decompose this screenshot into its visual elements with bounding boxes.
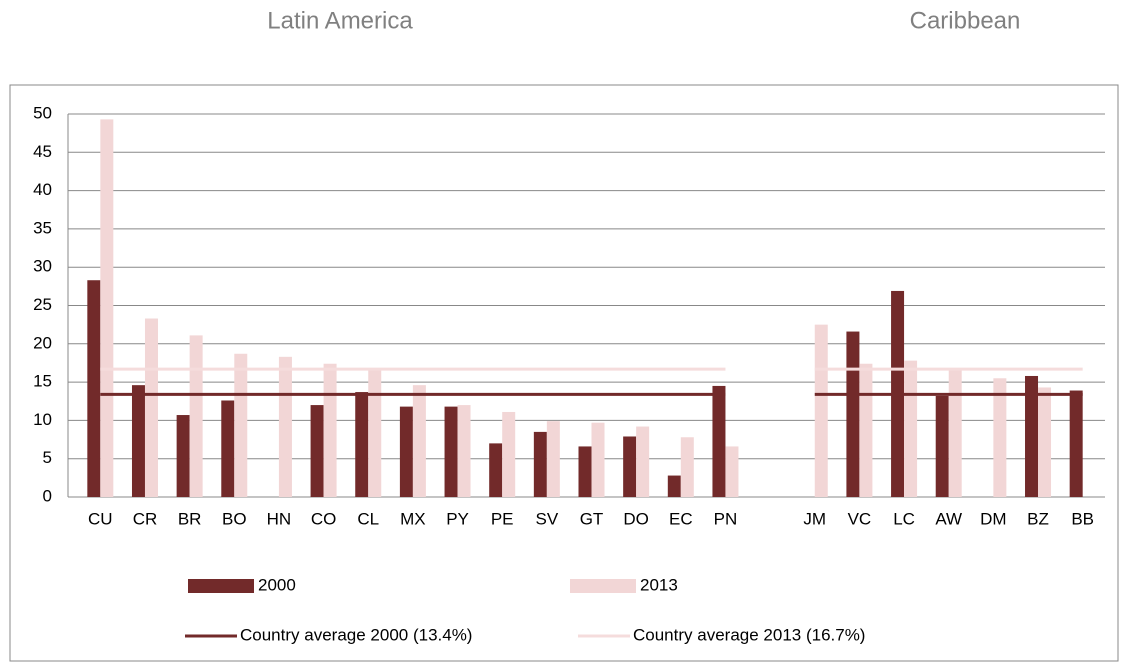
y-tick-label: 10 (33, 410, 52, 429)
x-tick-label: GT (580, 509, 604, 528)
bar (489, 443, 503, 497)
y-tick-label: 20 (33, 333, 52, 352)
x-tick-label: CU (88, 509, 113, 528)
bar (234, 353, 248, 497)
x-tick-label: MX (400, 509, 426, 528)
legend-label: 2013 (640, 575, 678, 594)
x-tick-label: BB (1071, 509, 1094, 528)
bar (412, 385, 426, 497)
x-tick-label: JM (803, 509, 826, 528)
group-label: Caribbean (910, 7, 1021, 34)
x-tick-label: PY (446, 509, 469, 528)
x-tick-label: DM (980, 509, 1006, 528)
bar (100, 119, 114, 497)
bar (399, 406, 413, 497)
bar (948, 368, 962, 497)
bar (176, 415, 190, 497)
bar (546, 421, 560, 497)
bar (87, 280, 101, 497)
y-tick-label: 50 (33, 103, 52, 122)
legend-label: 2000 (258, 575, 296, 594)
x-tick-label: PN (714, 509, 738, 528)
bar (502, 411, 516, 497)
bar (814, 324, 828, 497)
bar (368, 368, 382, 497)
bar (533, 431, 547, 497)
bar (131, 385, 145, 497)
bar (859, 363, 873, 497)
bar (712, 385, 726, 497)
bar (935, 395, 949, 497)
y-tick-label: 40 (33, 180, 52, 199)
y-tick-label: 35 (33, 218, 52, 237)
x-tick-label: EC (669, 509, 693, 528)
bar (904, 360, 918, 497)
bar (323, 363, 337, 497)
bar (457, 405, 471, 497)
x-tick-label: VC (848, 509, 872, 528)
legend-swatch (188, 579, 254, 593)
y-tick-label: 25 (33, 295, 52, 314)
y-tick-label: 5 (43, 448, 52, 467)
x-tick-label: AW (935, 509, 962, 528)
bar (1038, 387, 1052, 497)
bar (1025, 375, 1039, 497)
x-tick-label: BO (222, 509, 247, 528)
x-tick-label: BZ (1027, 509, 1049, 528)
bar (1069, 390, 1083, 497)
bar (189, 335, 203, 497)
bar (636, 426, 650, 497)
bar (680, 437, 694, 497)
legend-label: Country average 2013 (16.7%) (633, 625, 865, 644)
y-tick-label: 45 (33, 142, 52, 161)
bar (310, 405, 324, 497)
legend-label: Country average 2000 (13.4%) (240, 625, 472, 644)
legend-swatch (570, 579, 636, 593)
x-tick-label: PE (491, 509, 514, 528)
bar (623, 436, 637, 497)
y-tick-label: 15 (33, 372, 52, 391)
y-tick-label: 0 (43, 486, 52, 505)
group-label: Latin America (267, 7, 413, 34)
x-tick-label: CO (311, 509, 337, 528)
x-tick-label: DO (623, 509, 649, 528)
bar (591, 422, 605, 497)
bar (725, 446, 739, 497)
x-tick-label: BR (178, 509, 202, 528)
bar (444, 406, 458, 497)
bar (144, 318, 158, 497)
bar (578, 446, 592, 497)
bar (993, 378, 1007, 497)
bar (221, 400, 235, 497)
bar (278, 356, 292, 497)
x-tick-label: LC (893, 509, 915, 528)
bar (667, 475, 681, 497)
x-tick-label: SV (536, 509, 559, 528)
x-tick-label: CR (133, 509, 158, 528)
bar (355, 392, 369, 497)
y-tick-label: 30 (33, 257, 52, 276)
bar (846, 331, 860, 497)
x-tick-label: CL (357, 509, 379, 528)
x-tick-label: HN (267, 509, 292, 528)
